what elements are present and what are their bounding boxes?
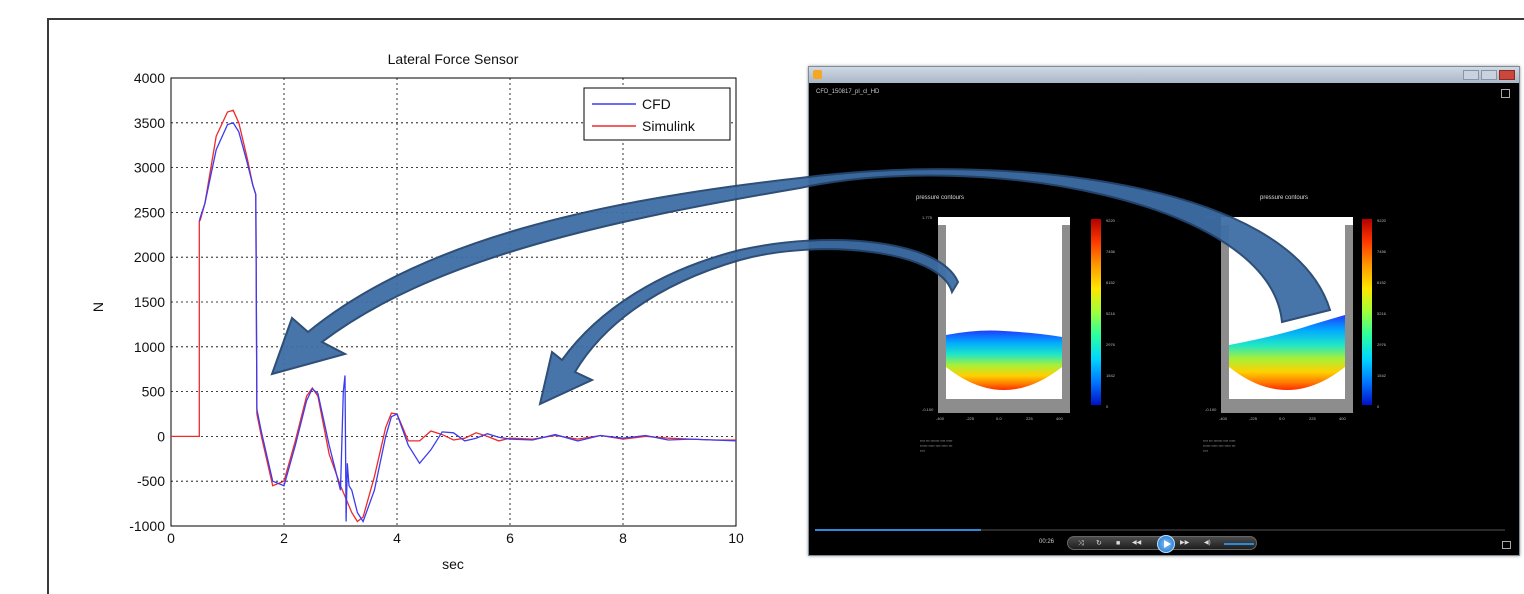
panel-x-tick-label: -225	[1249, 416, 1258, 421]
right-figure-caption: ▪▪▪▪ ▪▪▪ ▪▪▪▪▪▪▪ ▪▪▪▪ ▪▪▪▪▪ ▪▪▪▪▪▪ ▪▪▪▪▪ …	[1203, 439, 1236, 453]
legend: CFD Simulink	[583, 87, 731, 141]
y-tick-label: 500	[142, 384, 166, 400]
colorbar-tick-label: 2976	[1377, 342, 1386, 347]
x-tick-label: 10	[728, 530, 744, 546]
panel-x-tick-label: 400	[1056, 416, 1063, 421]
left-figure-title: pressure contours	[915, 195, 965, 201]
colorbar-tick-label: 6152	[1377, 280, 1386, 285]
x-axis-label: sec	[442, 556, 464, 572]
y-tick-label: 2500	[134, 204, 165, 220]
colorbar-tick-label: 9220	[1106, 218, 1115, 223]
colorbar-tick-label: 0	[1377, 404, 1380, 409]
previous-icon[interactable]: ◀◀	[1132, 540, 1142, 546]
right-figure-title: pressure contours	[1259, 195, 1309, 201]
control-bar: ⤨ ↻ ■ ◀◀ ▶▶ ◀)	[1067, 535, 1257, 553]
panel-x-tick-label: 225	[1026, 416, 1033, 421]
colorbar-tick-label: 7456	[1377, 249, 1386, 254]
minimize-button[interactable]	[1463, 70, 1479, 80]
colorbar-tick-label: 6152	[1106, 280, 1115, 285]
switch-to-library-icon[interactable]	[1502, 541, 1511, 549]
panel-x-tick-label: 225	[1309, 416, 1316, 421]
maximize-button[interactable]	[1481, 70, 1497, 80]
next-icon[interactable]: ▶▶	[1180, 540, 1190, 546]
chart-title: Lateral Force Sensor	[388, 51, 519, 67]
fullscreen-icon[interactable]	[1501, 89, 1510, 98]
figure-frame	[47, 18, 1524, 594]
right-figure-y-top: 1.775	[1205, 215, 1216, 220]
volume-slider[interactable]	[1224, 543, 1254, 545]
stop-icon[interactable]: ■	[1116, 540, 1121, 547]
x-tick-label: 0	[167, 530, 175, 546]
left-vessel-panel	[938, 217, 1070, 413]
video-title: CFD_150817_pl_cl_HD	[816, 89, 880, 95]
panel-x-tick-label: -400	[936, 416, 945, 421]
colorbar-tick-label: 7456	[1106, 249, 1115, 254]
time-readout: 00:26	[1039, 539, 1055, 545]
colorbar-tick-label: 0	[1106, 404, 1109, 409]
liquid-fill	[946, 330, 1062, 390]
volume-icon[interactable]: ◀)	[1204, 540, 1211, 546]
y-axis-label: N	[90, 302, 106, 312]
series-line-cfd	[198, 122, 737, 523]
right-vessel-panel	[1221, 217, 1353, 413]
repeat-icon[interactable]: ↻	[1096, 540, 1102, 547]
series-line-simulink	[171, 109, 736, 523]
panel-x-tick-label: 0.0	[1279, 416, 1285, 421]
y-tick-label: 1500	[134, 294, 165, 310]
colorbar-tick-label: 5216	[1106, 311, 1115, 316]
left-figure-y-top: 1.775	[922, 215, 933, 220]
liquid-fill	[1229, 315, 1345, 390]
panel-x-tick-label: 400	[1339, 416, 1346, 421]
right-colorbar	[1362, 219, 1372, 405]
left-pressure-contour	[946, 330, 1062, 390]
y-tick-label: 4000	[134, 70, 165, 86]
playback-controls: 00:26 ⤨ ↻ ■ ◀◀ ▶▶ ◀)	[1039, 533, 1259, 553]
x-tick-label: 6	[506, 530, 514, 546]
panel-x-tick-label: 0.0	[996, 416, 1002, 421]
colorbar-tick-label: 1542	[1106, 373, 1115, 378]
right-pressure-contour	[1229, 315, 1345, 390]
y-tick-label: 3500	[134, 115, 165, 131]
y-tick-label: 0	[157, 428, 165, 444]
x-tick-label: 8	[619, 530, 627, 546]
y-tick-label: 3000	[134, 160, 165, 176]
media-player-app-icon	[813, 70, 822, 79]
left-colorbar	[1091, 219, 1101, 405]
y-tick-label: 2000	[134, 249, 165, 265]
panel-x-tick-label: -225	[966, 416, 975, 421]
player-titlebar	[809, 67, 1519, 83]
left-figure-caption: ▪▪▪▪ ▪▪▪ ▪▪▪▪▪▪▪ ▪▪▪▪ ▪▪▪▪▪ ▪▪▪▪▪▪ ▪▪▪▪▪ …	[920, 439, 953, 453]
video-area[interactable]: CFD_150817_pl_cl_HD pressure contours 1.…	[812, 83, 1516, 529]
colorbar-tick-label: 5216	[1377, 311, 1386, 316]
left-figure-y-bottom: -0.100	[922, 407, 934, 412]
play-icon[interactable]	[1157, 535, 1175, 553]
y-tick-label: 1000	[134, 339, 165, 355]
colorbar-tick-label: 2976	[1106, 342, 1115, 347]
lateral-force-chart: 0 2 4 6 8 10 -1000 -500 0 500 1000 1500 2000 2500 3000…	[90, 51, 744, 572]
close-window-button[interactable]	[1499, 70, 1515, 80]
panel-x-tick-label: -400	[1219, 416, 1228, 421]
shuffle-icon[interactable]: ⤨	[1078, 540, 1084, 547]
right-figure-y-bottom: -0.100	[1205, 407, 1217, 412]
media-player-window: CFD_150817_pl_cl_HD pressure contours 1.…	[808, 66, 1520, 556]
window-controls	[1463, 70, 1515, 80]
y-tick-label: -1000	[129, 518, 165, 534]
colorbar-tick-label: 9220	[1377, 218, 1386, 223]
legend-label-simulink: Simulink	[642, 118, 696, 134]
legend-label-cfd: CFD	[642, 96, 671, 112]
colorbar-tick-label: 1542	[1377, 373, 1386, 378]
y-tick-label: -500	[137, 473, 165, 489]
x-tick-label: 4	[393, 530, 401, 546]
seek-bar-fill	[815, 529, 981, 531]
seek-bar[interactable]	[815, 529, 1505, 531]
x-tick-label: 2	[280, 530, 288, 546]
